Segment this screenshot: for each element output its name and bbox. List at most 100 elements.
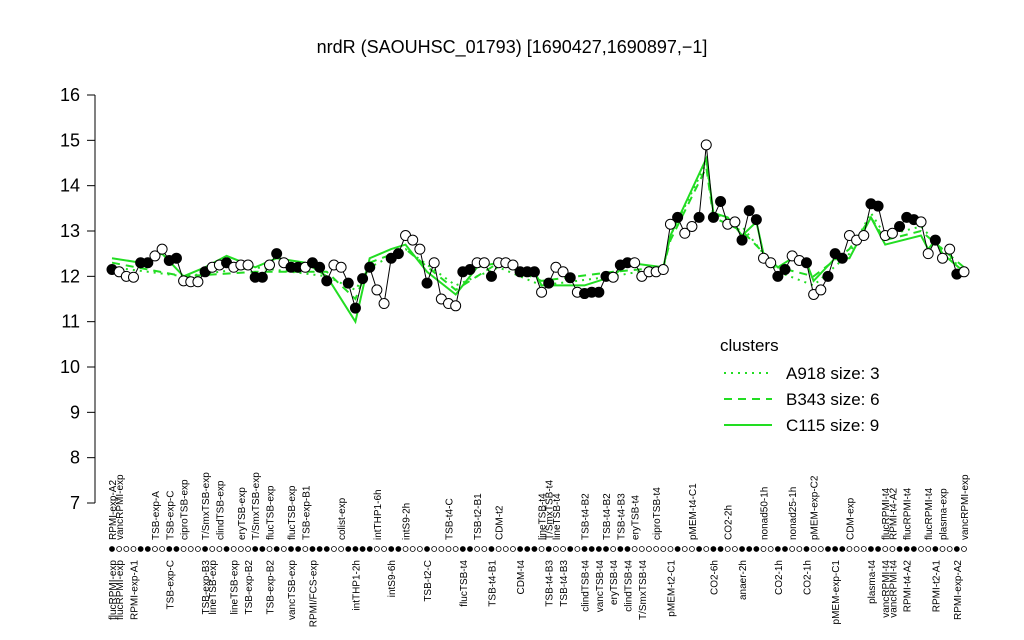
strip-dot	[395, 546, 402, 552]
data-point	[378, 298, 390, 310]
data-point	[421, 277, 433, 289]
legend-label: C115 size: 9	[786, 416, 879, 435]
data-point	[450, 300, 462, 312]
bottom-label: RPMI-t2-A1	[931, 560, 942, 613]
strip-dot	[581, 546, 588, 552]
strip-dot	[381, 546, 387, 552]
chart-title: nrdR (SAOUHSC_01793) [1690427,1690897,−1…	[317, 37, 708, 58]
data-point	[528, 266, 540, 278]
bottom-label: pMEM-exp-C1	[831, 560, 842, 625]
data-point	[765, 257, 777, 269]
data-point	[872, 200, 884, 212]
strip-dot	[918, 546, 924, 552]
top-label: lineTSB-t4	[552, 493, 563, 540]
strip-dot	[445, 546, 452, 552]
top-label: ciproTSB-exp	[180, 479, 191, 540]
data-point	[915, 216, 927, 228]
strip-dot	[273, 546, 280, 552]
strip-dot	[846, 546, 853, 552]
top-label: pMEM-exp-C2	[810, 475, 821, 540]
data-point	[242, 259, 254, 271]
top-label: flucTSB-exp	[266, 485, 277, 540]
top-label: CO2-2h	[724, 505, 735, 540]
data-point	[271, 248, 283, 260]
strip-dot	[216, 546, 223, 552]
data-point	[958, 266, 970, 278]
data-point	[664, 218, 676, 230]
strip-dot	[946, 546, 953, 552]
strip-dot	[932, 546, 939, 552]
strip-dot	[152, 546, 158, 552]
strip-dot	[689, 546, 695, 552]
bottom-label: intTHP1-2h	[351, 560, 362, 611]
data-point	[607, 271, 619, 283]
bottom-label: TSB-t2-C	[423, 560, 434, 602]
bottom-label: intS9-6h	[387, 560, 398, 597]
top-label: flucRPMI-t4	[903, 487, 914, 540]
data-point	[349, 302, 361, 314]
data-point	[256, 271, 268, 283]
bottom-label: CO2-1h	[802, 560, 813, 595]
strip-dot	[839, 546, 846, 552]
top-label: CDM-t2	[495, 505, 506, 540]
top-label: vancRPMI-exp	[960, 474, 971, 540]
strip-dot	[710, 546, 717, 552]
strip-dot	[595, 546, 602, 552]
top-label: lineTSB-t4	[538, 493, 549, 540]
data-point	[707, 211, 719, 223]
strip-dot	[860, 546, 867, 552]
strip-dot	[517, 546, 524, 552]
top-label: RPMI-t4-A2	[888, 487, 899, 540]
strip-dot	[245, 546, 251, 552]
bottom-label: vancTSB-exp	[287, 560, 298, 620]
strip-dot	[646, 546, 652, 552]
strip-dot	[230, 546, 237, 552]
strip-dot	[180, 546, 187, 552]
strip-dot	[202, 546, 208, 552]
legend-label: B343 size: 6	[786, 390, 880, 409]
y-tick-label: 16	[60, 85, 80, 105]
strip-dot	[316, 546, 323, 552]
strip-dot	[717, 546, 724, 552]
data-point	[944, 243, 956, 255]
data-point	[414, 243, 426, 255]
strip-dot	[424, 546, 430, 552]
strip-dot	[674, 546, 681, 552]
bottom-label: eryTSB-t4	[609, 560, 620, 605]
strip-dot	[374, 546, 380, 552]
data-point	[729, 216, 741, 228]
data-point	[371, 284, 383, 296]
top-label: nonad25-1h	[788, 487, 799, 540]
bottom-label: RPMI-exp-A2	[953, 560, 964, 620]
data-point	[357, 273, 369, 285]
strip-dot	[703, 546, 710, 552]
strip-dot	[474, 546, 481, 552]
strip-dot	[903, 546, 910, 552]
top-label: CDM-exp	[845, 497, 856, 540]
top-label: intTHP1-6h	[373, 489, 384, 540]
y-tick-label: 13	[60, 221, 80, 241]
bottom-label: RPMI-t4-A2	[903, 560, 914, 613]
legend-label: A918 size: 3	[786, 364, 880, 383]
strip-dot	[774, 546, 781, 552]
bottom-label: plasma-t4	[867, 560, 878, 604]
top-label: pMEM-t4-C1	[688, 483, 699, 540]
strip-dot	[338, 546, 345, 552]
top-label: eryTSB-exp	[237, 487, 248, 540]
bottom-label: TSB-t4-B3	[545, 560, 556, 607]
data-point	[686, 220, 698, 232]
data-point	[149, 250, 161, 262]
strip-dot	[825, 546, 831, 552]
data-point	[170, 252, 182, 264]
data-point	[836, 252, 848, 264]
strip-dot	[631, 546, 638, 552]
cluster-line	[111, 154, 965, 325]
strip-dot	[524, 546, 531, 552]
top-label: nonad50-1h	[760, 487, 771, 540]
bottom-label: TSB-exp-B3	[201, 560, 212, 615]
strip-dot	[331, 546, 337, 552]
top-label: TSB-exp-A	[151, 491, 162, 540]
strip-dot	[195, 546, 201, 552]
top-label: TSB-t4-B2	[581, 493, 592, 540]
data-point	[886, 227, 898, 239]
